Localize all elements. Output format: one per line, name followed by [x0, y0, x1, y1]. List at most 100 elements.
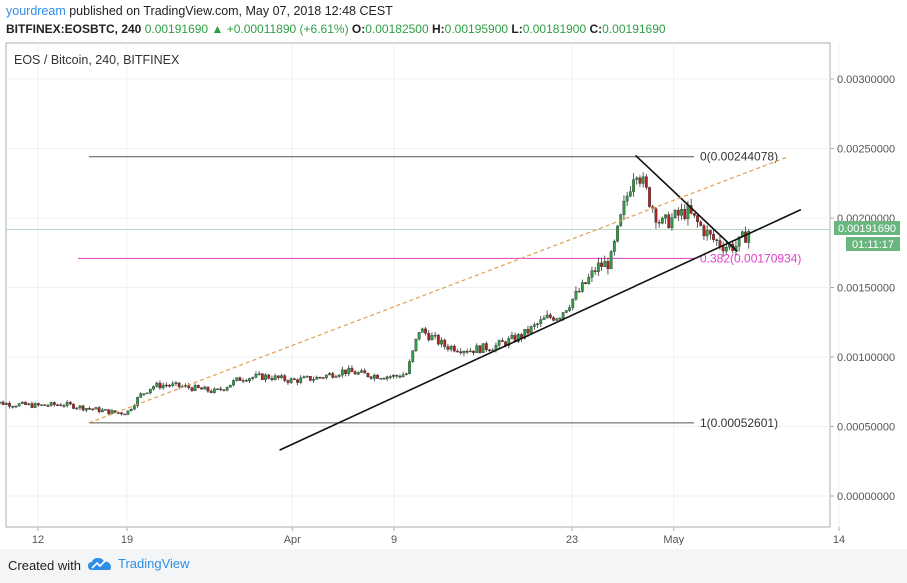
- candle-body: [705, 230, 709, 237]
- candle-body: [75, 407, 79, 410]
- candle-body: [11, 406, 15, 408]
- candle-body: [414, 338, 418, 351]
- candle-body: [116, 412, 120, 414]
- candle-body: [488, 349, 491, 352]
- candle-body: [78, 405, 82, 409]
- candle-body: [587, 277, 591, 284]
- candle-body: [708, 230, 712, 235]
- candle-body: [196, 384, 200, 388]
- trendlines[interactable]: [88, 154, 802, 451]
- y-tick-label: 0.00150000: [837, 283, 895, 295]
- candle-body: [673, 209, 677, 218]
- price-chart[interactable]: 0(0.00244078) 0.382(0.00170934) 1(0.000526…: [0, 40, 907, 545]
- candle-body: [46, 405, 50, 407]
- candle-body: [17, 403, 21, 407]
- candle-body: [497, 340, 501, 346]
- candle-body: [0, 401, 2, 404]
- fib-level-label: 0(0.00244078): [700, 150, 778, 164]
- candle-body: [174, 382, 178, 384]
- candle-body: [696, 215, 699, 223]
- candle-body: [555, 318, 559, 321]
- trendline-fib-trend[interactable]: [88, 156, 789, 424]
- candle-body: [622, 200, 626, 215]
- candle-body: [568, 307, 571, 311]
- candle-body: [404, 373, 408, 375]
- candle-body: [424, 328, 427, 334]
- candle-body: [286, 380, 290, 383]
- chart-header: yourdream published on TradingView.com, …: [6, 2, 906, 38]
- fibonacci-retracement[interactable]: 0(0.00244078) 0.382(0.00170934) 1(0.000526…: [78, 150, 801, 430]
- candle-body: [289, 378, 293, 383]
- candle-body: [686, 205, 690, 220]
- candle-body: [401, 374, 405, 378]
- candle-body: [606, 261, 610, 270]
- candle-body: [430, 335, 434, 341]
- close-label: C:: [589, 22, 603, 36]
- candle-body: [577, 290, 581, 293]
- candle-body: [123, 413, 127, 416]
- x-tick-label: 12: [32, 534, 44, 545]
- candle-body: [385, 376, 389, 379]
- candle-body: [91, 408, 95, 410]
- countdown-badge-value: 01:11:17: [852, 239, 894, 251]
- price-axis[interactable]: 0.003000000.002500000.002000000.00150000…: [830, 74, 895, 503]
- candle-body: [228, 384, 232, 388]
- fib-level-label: 0.382(0.00170934): [700, 251, 801, 265]
- x-tick-label: 14: [833, 534, 845, 545]
- candle-body: [251, 377, 255, 379]
- candle-body: [222, 389, 226, 391]
- candle-body: [36, 403, 40, 406]
- x-tick-label: Apr: [284, 534, 301, 545]
- last-price: 0.00191690: [144, 22, 209, 36]
- published-text: published on TradingView.com, May 07, 20…: [69, 4, 393, 18]
- candle-body: [721, 246, 725, 252]
- author-link[interactable]: yourdream: [6, 4, 66, 18]
- candle-body: [68, 402, 72, 405]
- candle-body: [8, 403, 11, 407]
- candle-body: [548, 314, 552, 318]
- candle-body: [270, 378, 274, 380]
- candle-body: [280, 375, 283, 378]
- candle-body: [33, 403, 37, 408]
- candle-body: [443, 339, 447, 347]
- candle-body: [235, 377, 239, 381]
- time-axis[interactable]: 1219Apr923May1422: [32, 527, 907, 545]
- tradingview-link[interactable]: TradingView: [88, 556, 190, 571]
- candle-body: [14, 405, 18, 408]
- candle-body: [580, 282, 584, 292]
- candle-body: [20, 401, 24, 404]
- candle-body: [539, 319, 543, 325]
- candle-body: [462, 351, 466, 354]
- candle-body: [107, 409, 111, 415]
- candle-body: [88, 408, 91, 410]
- trendline-resistance[interactable]: [635, 154, 738, 252]
- candle-body: [110, 410, 114, 415]
- candle-body: [596, 262, 600, 273]
- trendline-support[interactable]: [279, 208, 802, 451]
- candle-body: [254, 374, 258, 378]
- y-tick-label: 0.00300000: [837, 74, 895, 86]
- candle-body: [670, 217, 674, 229]
- candle-body: [411, 350, 415, 362]
- candle-body: [334, 376, 338, 378]
- candle-body: [552, 317, 555, 321]
- candle-body: [408, 361, 411, 374]
- candle-body: [356, 372, 360, 375]
- candle-body: [72, 403, 75, 409]
- candle-body: [225, 387, 229, 391]
- candle-body: [184, 385, 187, 387]
- candlestick-series: [0, 172, 751, 416]
- candle-body: [148, 388, 152, 394]
- candle-body: [744, 231, 747, 243]
- candle-body: [676, 209, 680, 216]
- candle-body: [350, 367, 354, 373]
- candle-body: [193, 384, 197, 391]
- candle-body: [84, 408, 88, 411]
- arrow-up-icon: ▲: [211, 22, 224, 36]
- candle-body: [747, 231, 751, 243]
- candle-body: [667, 214, 671, 229]
- candle-body: [244, 380, 248, 382]
- candle-body: [715, 239, 719, 241]
- countdown-badge-bg: [846, 237, 900, 251]
- candle-body: [241, 380, 245, 382]
